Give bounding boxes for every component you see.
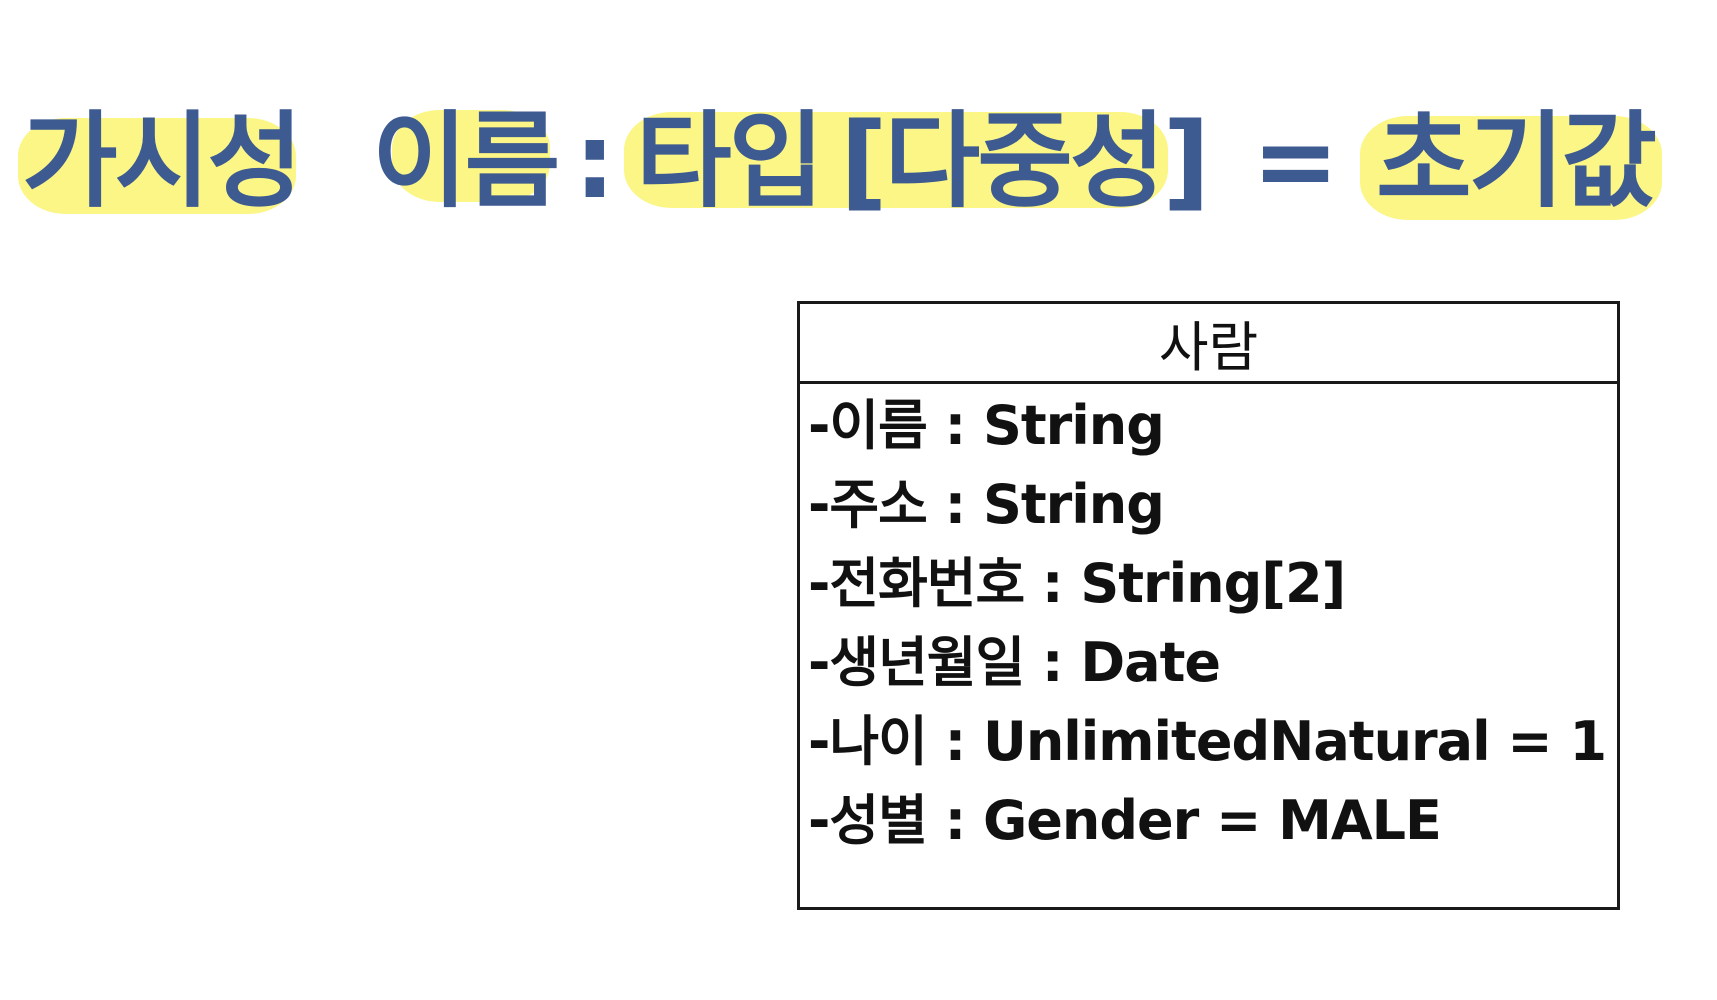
syntax-visibility: 가시성 [22,100,303,222]
syntax-default: 초기값 [1376,100,1657,222]
attribute-syntax: 가시성 이름 : 타입 [다중성] = 초기값 [0,0,1717,260]
syntax-type: 타입 [636,100,824,222]
highlight-name [392,110,550,202]
attribute-item: -전화번호 : String[2] [808,552,1346,615]
syntax-name: 이름 [372,100,560,222]
syntax-equals: = [1252,100,1339,222]
attribute-item: -생년월일 : Date [808,631,1221,694]
attribute-item: -성별 : Gender = MALE [808,789,1442,852]
attribute-item: -나이 : UnlimitedNatural = 1 [808,710,1607,773]
attribute-list: -이름 : String -주소 : String -전화번호 : String… [800,384,1617,860]
highlight-type-multiplicity [624,112,1168,208]
syntax-colon: : [574,100,616,222]
uml-class-box: 사람 -이름 : String -주소 : String -전화번호 : Str… [797,301,1620,910]
highlight-default [1360,116,1662,220]
class-name: 사람 [800,304,1617,384]
syntax-multiplicity: [다중성] [840,100,1210,222]
attribute-item: -주소 : String [808,473,1165,536]
highlight-visibility [18,118,296,214]
attribute-item: -이름 : String [808,394,1165,457]
